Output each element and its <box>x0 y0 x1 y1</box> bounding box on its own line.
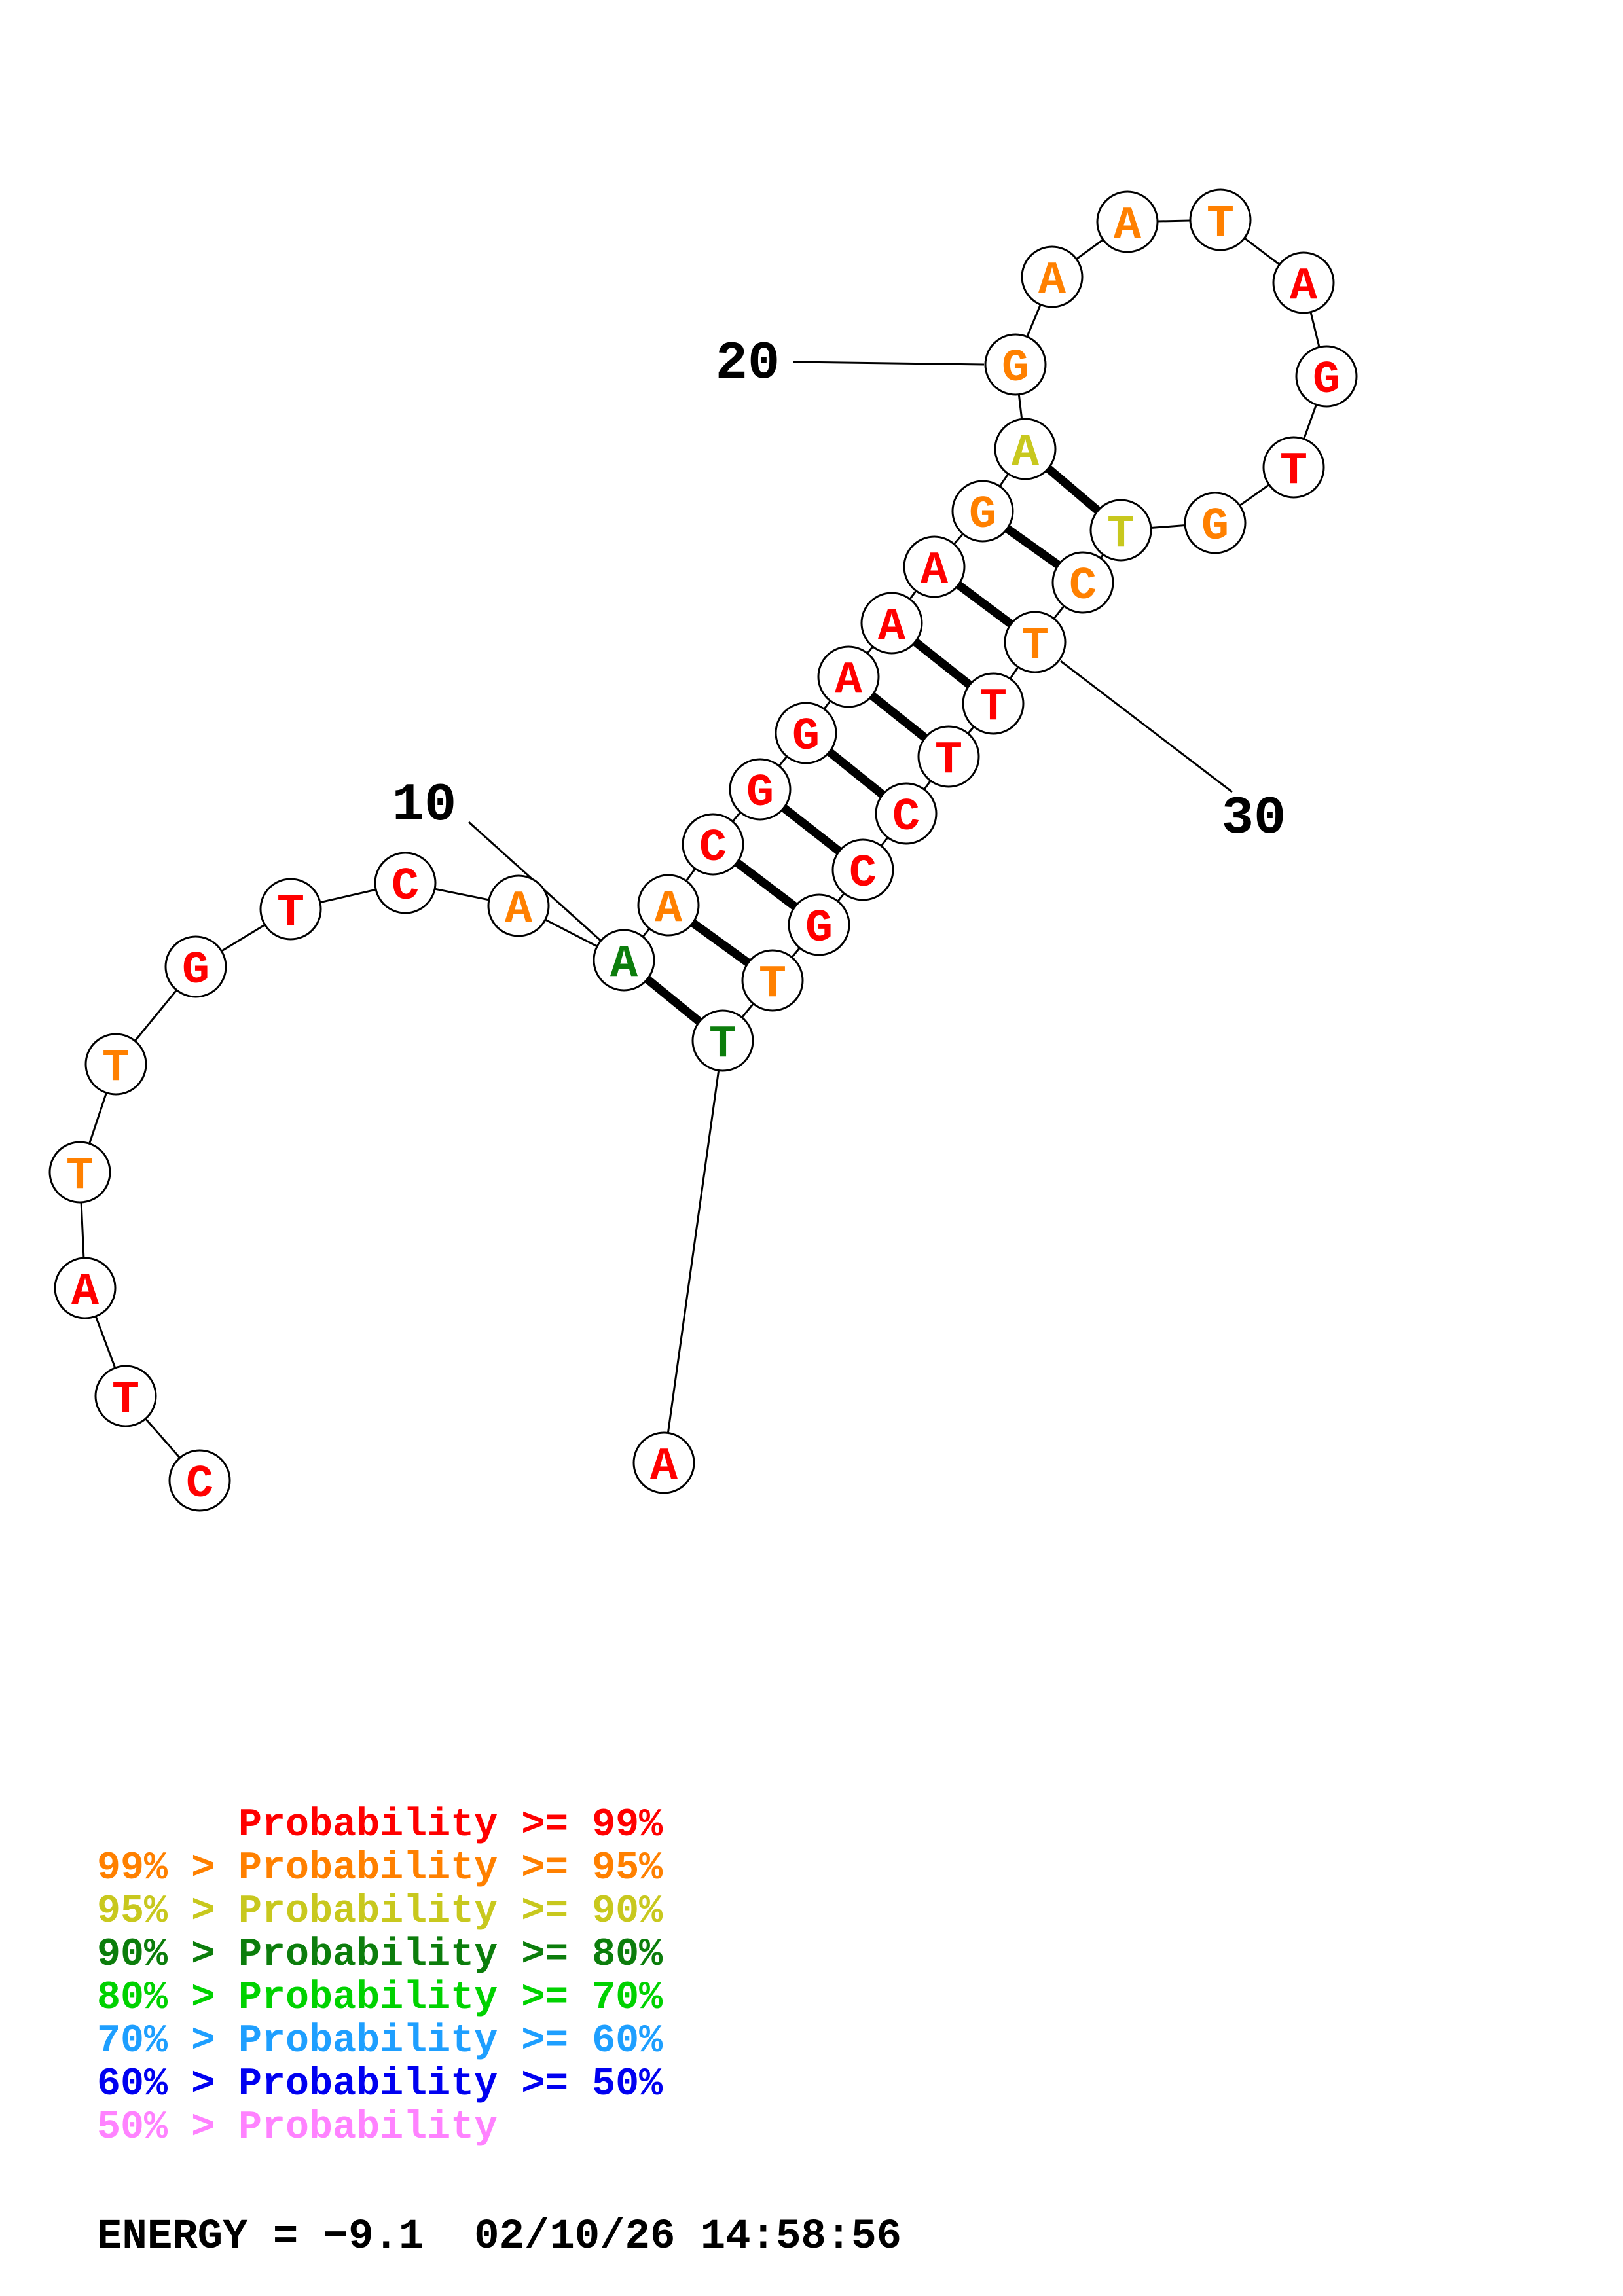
nucleotide-circle <box>593 929 655 992</box>
nucleotide-circle <box>875 782 938 845</box>
nucleotide-letter: T <box>277 888 304 939</box>
nucleotide-letter: A <box>921 545 948 597</box>
nucleotide-circle <box>994 418 1057 480</box>
nucleotide-circle <box>374 852 437 914</box>
nucleotide-letter: C <box>699 823 727 874</box>
nucleotide-letter: A <box>71 1266 99 1318</box>
nucleotide-letter: A <box>610 939 638 990</box>
nucleotide-letter: G <box>182 945 210 997</box>
nucleotide-letter: A <box>1012 427 1039 479</box>
nucleotide-letter: A <box>505 884 532 936</box>
position-label: 30 <box>1222 788 1286 849</box>
legend-row: 90% > Probability >= 80% <box>97 1933 663 1977</box>
nucleotide-circle <box>487 874 550 937</box>
label-leader-line <box>793 361 985 366</box>
nucleotide-letter: T <box>112 1374 139 1426</box>
nucleotide-circle <box>691 1009 754 1072</box>
nucleotide-circle <box>741 949 804 1012</box>
nucleotide-letter: C <box>849 848 877 900</box>
legend-row: 80% > Probability >= 70% <box>97 1976 663 2020</box>
nucleotide-circle <box>917 725 980 788</box>
nucleotide-circle <box>729 758 792 821</box>
nucleotide-letter: G <box>1002 343 1029 395</box>
nucleotide-circle <box>1295 345 1358 408</box>
nucleotide-letter: C <box>892 792 920 844</box>
nucleotide-circle <box>962 672 1025 735</box>
nucleotide-circle <box>54 1257 117 1319</box>
nucleotide-circle <box>1184 492 1247 554</box>
position-label: 20 <box>716 333 780 394</box>
nucleotide-circle <box>168 1449 231 1512</box>
nucleotide-letter: T <box>935 735 962 787</box>
nucleotide-circle <box>94 1365 157 1427</box>
nucleotide-letter: T <box>709 1019 737 1071</box>
nucleotide-circle <box>1262 436 1325 499</box>
nucleotide-letter: C <box>1069 561 1097 613</box>
nucleotide-letter: T <box>759 959 786 1011</box>
nucleotide-circle <box>1272 251 1335 314</box>
nucleotide-letter: A <box>650 1441 678 1493</box>
nucleotide-letter: T <box>979 682 1007 734</box>
nucleotide-letter: A <box>835 655 862 707</box>
backbone-line <box>663 1040 724 1463</box>
nucleotide-letter: G <box>1313 355 1340 406</box>
nucleotide-letter: G <box>746 768 774 819</box>
nucleotide-circle <box>1021 245 1084 308</box>
nucleotide-letter: A <box>1290 261 1317 313</box>
nucleotide-circle <box>164 935 227 998</box>
legend-row: Probability >= 99% <box>97 1803 663 1848</box>
nucleotide-circle <box>817 645 880 708</box>
nucleotide-circle <box>775 702 837 764</box>
nucleotide-letter: G <box>792 711 820 763</box>
nucleotide-letter: A <box>1038 255 1066 307</box>
nucleotide-letter: T <box>1107 509 1135 560</box>
legend-row: 60% > Probability >= 50% <box>97 2062 663 2107</box>
nucleotide-circle <box>1189 188 1252 251</box>
nucleotide-circle <box>903 535 966 598</box>
nucleotide-circle <box>1089 499 1152 562</box>
energy-text: ENERGY = −9.1 02/10/26 14:58:56 <box>97 2214 902 2261</box>
nucleotide-circle <box>637 874 700 937</box>
nucleotide-circle <box>951 480 1014 543</box>
nucleotide-circle <box>831 838 894 901</box>
nucleotide-circle <box>1051 551 1114 614</box>
nucleotide-letter: G <box>969 490 996 541</box>
position-label: 10 <box>392 775 456 836</box>
nucleotide-letter: G <box>1201 501 1229 553</box>
nucleotide-letter: T <box>102 1043 130 1094</box>
legend-row: 99% > Probability >= 95% <box>97 1846 663 1891</box>
nucleotide-circle <box>48 1141 111 1204</box>
nucleotide-letter: G <box>805 903 833 955</box>
nucleotide-circle <box>259 878 322 941</box>
nucleotide-letter: T <box>1280 446 1307 497</box>
nucleotide-letter: T <box>1207 198 1234 250</box>
nucleotide-circle <box>1004 611 1067 673</box>
nucleotide-circle <box>632 1431 695 1494</box>
nucleotide-circle <box>682 813 744 876</box>
nucleotide-letter: C <box>392 861 419 913</box>
legend-row: 95% > Probability >= 90% <box>97 1890 663 1934</box>
legend-row: 70% > Probability >= 60% <box>97 2019 663 2064</box>
nucleotide-letter: T <box>1021 620 1049 672</box>
nucleotide-circle <box>984 333 1047 396</box>
nucleotide-circle <box>788 893 850 956</box>
nucleotide-letter: A <box>1114 200 1141 252</box>
nucleotide-circle <box>84 1033 147 1096</box>
probability-legend: Probability >= 99% 99% > Probability >= … <box>97 1804 663 2149</box>
label-leader-line <box>1060 660 1233 793</box>
nucleotide-letter: T <box>66 1151 94 1202</box>
nucleotide-letter: A <box>878 601 905 653</box>
nucleotide-letter: C <box>186 1459 213 1511</box>
nucleotide-circle <box>860 592 923 655</box>
nucleotide-letter: A <box>655 884 682 935</box>
nucleotide-circle <box>1096 190 1159 253</box>
legend-row: 50% > Probability <box>97 2106 498 2150</box>
